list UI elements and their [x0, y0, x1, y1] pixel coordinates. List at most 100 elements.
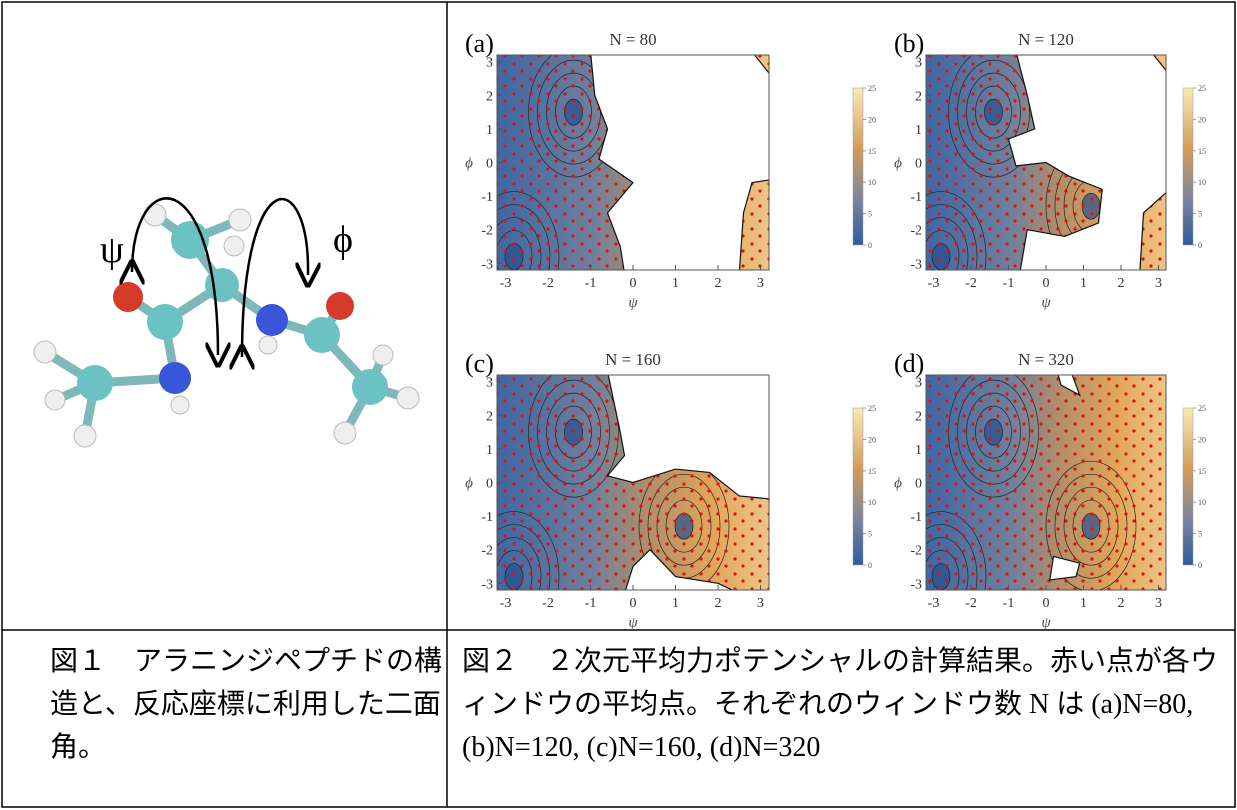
x-tick-label: 2 — [1118, 596, 1125, 611]
x-tick-label: -2 — [542, 276, 554, 291]
y-tick-label: -1 — [910, 510, 922, 525]
y-tick-label: -2 — [910, 224, 922, 239]
x-tick-label: 2 — [715, 596, 722, 611]
colorbar-tick-label: 5 — [1198, 530, 1202, 539]
y-tick-label: 0 — [486, 477, 493, 492]
panel-title: N = 160 — [605, 350, 661, 369]
y-tick-label: 1 — [486, 123, 493, 138]
x-tick-label: 3 — [1155, 276, 1162, 291]
x-tick-label: -1 — [585, 596, 597, 611]
figure2-caption: 図２ ２次元平均力ポテンシャルの計算結果。赤い点が各ウィンドウの平均点。それぞれ… — [462, 640, 1232, 769]
colorbar-tick-label: 15 — [868, 467, 876, 476]
x-tick-label: 1 — [1080, 276, 1087, 291]
colorbar-tick-label: 20 — [1198, 435, 1206, 444]
y-tick-label: 1 — [915, 123, 922, 138]
x-tick-label: 2 — [715, 276, 722, 291]
y-tick-label: 1 — [915, 443, 922, 458]
x-tick-label: -2 — [965, 276, 977, 291]
y-tick-label: 3 — [486, 56, 493, 71]
figure1-caption: 図１ アラニンジペプチドの構造と、反応座標に利用した二面角。 — [50, 640, 445, 769]
y-tick-label: -1 — [481, 510, 493, 525]
x-tick-label: 0 — [630, 276, 637, 291]
y-tick-label: -1 — [910, 190, 922, 205]
x-tick-label: 3 — [757, 596, 764, 611]
colorbar-tick-label: 25 — [1198, 84, 1206, 93]
panel-label: (c) — [465, 349, 494, 378]
colorbar-tick-label: 0 — [868, 241, 872, 250]
y-tick-label: -2 — [910, 544, 922, 559]
page: ψ ϕ N = 80(a)-3-2-10123-3-2-10123ψϕ05101… — [0, 0, 1237, 810]
x-axis-label: ψ — [628, 295, 638, 311]
colorbar-tick-label: 25 — [1198, 404, 1206, 413]
y-tick-label: 3 — [915, 376, 922, 391]
colorbar-tick-label: 25 — [868, 404, 876, 413]
x-axis-label: ψ — [1041, 615, 1051, 631]
colorbar — [853, 88, 863, 245]
y-tick-label: 2 — [915, 89, 922, 104]
x-tick-label: -2 — [965, 596, 977, 611]
colorbar-tick-label: 10 — [868, 178, 876, 187]
x-tick-label: 3 — [1155, 596, 1162, 611]
plot-area — [469, 47, 773, 321]
colorbar-tick-label: 15 — [868, 147, 876, 156]
x-tick-label: -3 — [500, 596, 512, 611]
x-tick-label: 0 — [630, 596, 637, 611]
x-axis-label: ψ — [628, 615, 638, 631]
colorbar-tick-label: 15 — [1198, 147, 1206, 156]
colorbar-tick-label: 0 — [1198, 241, 1202, 250]
colorbar — [1183, 408, 1193, 565]
colorbar-tick-label: 20 — [1198, 115, 1206, 124]
colorbar-tick-label: 5 — [1198, 210, 1202, 219]
panel-label: (d) — [894, 349, 924, 378]
colorbar-tick-label: 10 — [868, 498, 876, 507]
x-tick-label: 3 — [757, 276, 764, 291]
y-tick-label: -3 — [910, 577, 922, 592]
x-tick-label: -3 — [500, 276, 512, 291]
panel-label: (a) — [465, 29, 494, 58]
colorbar-tick-label: 20 — [868, 435, 876, 444]
y-tick-label: -2 — [481, 544, 493, 559]
y-axis-label: ϕ — [465, 156, 473, 172]
y-axis-label: ϕ — [894, 156, 902, 172]
phi-label: ϕ — [333, 219, 353, 261]
y-tick-label: -3 — [481, 257, 493, 272]
x-tick-label: -1 — [1003, 596, 1015, 611]
x-tick-label: 0 — [1043, 596, 1050, 611]
y-tick-label: 0 — [915, 157, 922, 172]
y-axis-label: ϕ — [465, 476, 473, 492]
x-tick-label: -2 — [542, 596, 554, 611]
panel-title: N = 120 — [1018, 30, 1074, 49]
colorbar-tick-label: 5 — [868, 530, 872, 539]
pmf-panel: N = 80(a)-3-2-10123-3-2-10123ψϕ051015202… — [465, 29, 876, 322]
x-tick-label: -1 — [585, 276, 597, 291]
colorbar-tick-label: 25 — [868, 84, 876, 93]
colorbar-tick-label: 5 — [868, 210, 872, 219]
y-tick-label: 0 — [486, 157, 493, 172]
panel-label: (b) — [894, 29, 924, 58]
x-tick-label: -1 — [1003, 276, 1015, 291]
y-tick-label: -2 — [481, 224, 493, 239]
y-tick-label: -3 — [481, 577, 493, 592]
y-axis-label: ϕ — [894, 476, 902, 492]
y-tick-label: -1 — [481, 190, 493, 205]
colorbar-tick-label: 20 — [868, 115, 876, 124]
y-tick-label: 0 — [915, 477, 922, 492]
x-tick-label: -3 — [928, 596, 940, 611]
colorbar-tick-label: 15 — [1198, 467, 1206, 476]
x-tick-label: 1 — [1080, 596, 1087, 611]
colorbar-tick-label: 10 — [1198, 178, 1206, 187]
x-tick-label: 2 — [1118, 276, 1125, 291]
colorbar — [1183, 88, 1193, 245]
x-tick-label: 0 — [1043, 276, 1050, 291]
y-tick-label: 3 — [915, 56, 922, 71]
colorbar-tick-label: 0 — [1198, 561, 1202, 570]
y-tick-label: 3 — [486, 376, 493, 391]
colorbar — [853, 408, 863, 565]
x-tick-label: 1 — [672, 276, 679, 291]
panel-title: N = 320 — [1018, 350, 1074, 369]
colorbar-tick-label: 10 — [1198, 498, 1206, 507]
plot-area — [469, 367, 773, 641]
